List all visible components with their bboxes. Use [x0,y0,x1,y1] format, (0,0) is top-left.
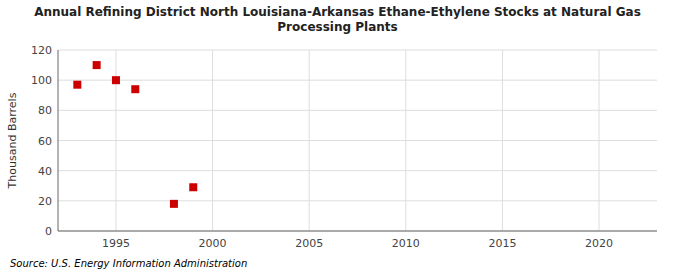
x-tick-label: 2010 [392,237,420,250]
scatter-point [131,85,139,93]
scatter-point [112,76,120,84]
y-grid-line [58,200,657,201]
chart-title: Annual Refining District North Louisiana… [34,5,641,34]
y-tick-label: 60 [38,135,52,148]
x-tick-label: 2020 [585,237,613,250]
y-grid-line [58,110,657,111]
x-grid-line [599,50,600,231]
y-axis-label: Thousand Barrels [6,92,19,189]
y-grid-line [58,50,657,51]
x-grid-line [502,50,503,231]
x-tick-label: 2005 [295,237,323,250]
x-grid-line [309,50,310,231]
y-axis-line [58,50,59,231]
title-line: Processing Plants [277,20,397,34]
y-grid-line [58,80,657,81]
source-annotation: Source: U.S. Energy Information Administ… [10,258,247,269]
grid [58,50,657,231]
y-tick-label: 0 [45,225,52,238]
y-tick-label: 40 [38,165,52,178]
y-tick-label: 80 [38,104,52,117]
scatter-point [189,183,197,191]
scatter-point [170,200,178,208]
y-tick-label: 20 [38,195,52,208]
x-tick-label: 2015 [488,237,516,250]
y-grid-line [58,170,657,171]
chart-svg: Annual Refining District North Louisiana… [0,0,675,275]
scatter-point [73,81,81,89]
chart-container: Annual Refining District North Louisiana… [0,0,675,275]
y-tick-label: 120 [31,44,52,57]
y-grid-line [58,231,657,232]
points [73,61,197,208]
x-grid-line [212,50,213,231]
title-line: Annual Refining District North Louisiana… [34,5,641,19]
x-tick-label: 2000 [199,237,227,250]
y-grid-line [58,140,657,141]
x-grid-line [405,50,406,231]
y-tick-label: 100 [31,74,52,87]
scatter-point [93,61,101,69]
x-axis-line [58,231,657,232]
x-tick-label: 1995 [102,237,130,250]
